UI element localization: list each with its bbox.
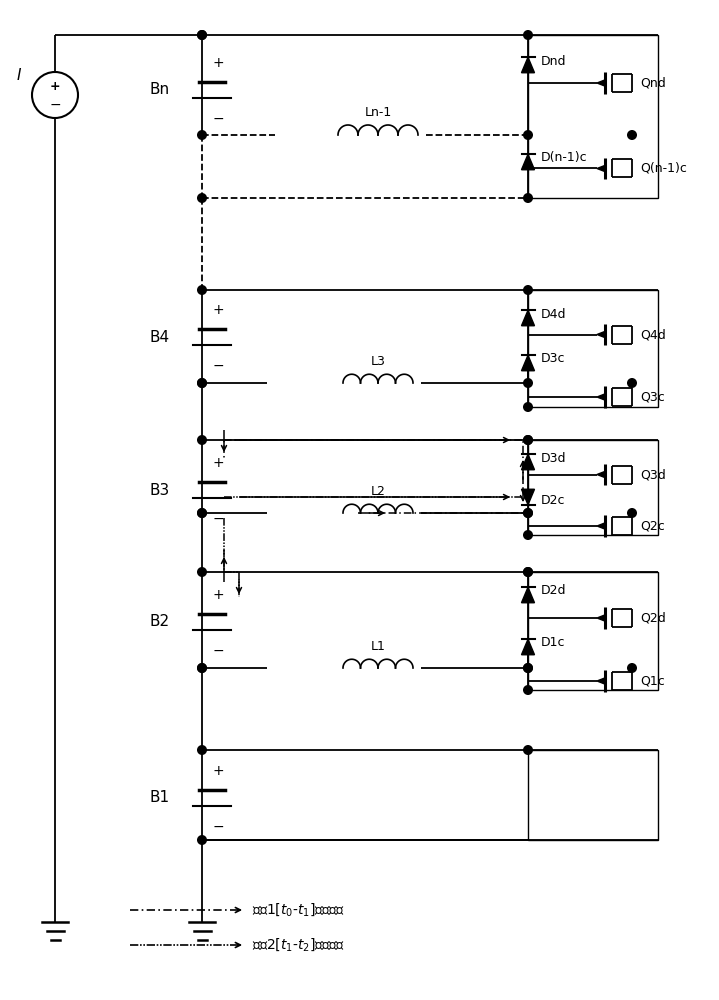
Circle shape xyxy=(198,664,206,672)
Polygon shape xyxy=(521,639,534,655)
Circle shape xyxy=(523,379,532,387)
Text: D(n-1)c: D(n-1)c xyxy=(541,151,587,164)
Circle shape xyxy=(198,436,206,444)
Text: B4: B4 xyxy=(150,330,170,344)
Polygon shape xyxy=(597,678,606,684)
Polygon shape xyxy=(521,454,534,470)
Text: Dnd: Dnd xyxy=(541,55,567,68)
Text: −: − xyxy=(212,820,224,834)
Text: B3: B3 xyxy=(150,483,170,498)
Polygon shape xyxy=(597,331,606,338)
Circle shape xyxy=(198,379,206,387)
Circle shape xyxy=(198,509,206,517)
Text: Qnd: Qnd xyxy=(640,77,666,90)
Circle shape xyxy=(523,131,532,139)
Circle shape xyxy=(523,531,532,539)
Text: Q2d: Q2d xyxy=(640,611,666,624)
Text: B1: B1 xyxy=(150,790,170,806)
Polygon shape xyxy=(521,587,534,603)
Circle shape xyxy=(198,509,206,517)
Text: +: + xyxy=(212,588,224,602)
Polygon shape xyxy=(597,80,606,87)
Text: D2d: D2d xyxy=(541,584,567,597)
Text: I: I xyxy=(17,68,22,83)
Circle shape xyxy=(523,568,532,576)
Polygon shape xyxy=(597,614,606,622)
Text: 阶段1[$t_0$-$t_1$]能量流向: 阶段1[$t_0$-$t_1$]能量流向 xyxy=(252,902,345,918)
Circle shape xyxy=(523,403,532,411)
Text: D1c: D1c xyxy=(541,637,566,650)
Text: L2: L2 xyxy=(370,485,385,498)
Text: D4d: D4d xyxy=(541,308,567,320)
Circle shape xyxy=(523,509,532,517)
Bar xyxy=(528,290,658,407)
Polygon shape xyxy=(597,522,606,530)
Circle shape xyxy=(198,746,206,754)
Polygon shape xyxy=(521,57,534,73)
Text: −: − xyxy=(49,98,61,112)
Text: Q3d: Q3d xyxy=(640,468,666,481)
Text: Ln-1: Ln-1 xyxy=(365,106,392,119)
Circle shape xyxy=(198,836,206,844)
Text: Q4d: Q4d xyxy=(640,328,666,341)
Bar xyxy=(528,750,658,840)
Bar xyxy=(528,572,658,690)
Text: Q(n-1)c: Q(n-1)c xyxy=(640,162,687,175)
Text: L1: L1 xyxy=(370,640,385,653)
Bar xyxy=(528,440,658,535)
Text: D2c: D2c xyxy=(541,494,566,508)
Circle shape xyxy=(523,664,532,672)
Text: 阶段2[$t_1$-$t_2$]能量流向: 阶段2[$t_1$-$t_2$]能量流向 xyxy=(252,937,345,953)
Text: +: + xyxy=(212,456,224,470)
Circle shape xyxy=(198,286,206,294)
Circle shape xyxy=(523,194,532,202)
Circle shape xyxy=(523,509,532,517)
Text: +: + xyxy=(212,303,224,317)
Polygon shape xyxy=(521,310,534,326)
Text: +: + xyxy=(212,56,224,70)
Polygon shape xyxy=(521,355,534,371)
Circle shape xyxy=(198,664,206,672)
Text: D3d: D3d xyxy=(541,452,567,464)
Circle shape xyxy=(628,131,636,139)
Circle shape xyxy=(628,379,636,387)
Bar xyxy=(528,35,658,198)
Polygon shape xyxy=(521,154,534,170)
Text: +: + xyxy=(212,764,224,778)
Circle shape xyxy=(198,31,206,39)
Circle shape xyxy=(198,131,206,139)
Text: −: − xyxy=(212,644,224,658)
Text: Bn: Bn xyxy=(150,83,170,98)
Circle shape xyxy=(628,509,636,517)
Circle shape xyxy=(523,568,532,576)
Text: Q2c: Q2c xyxy=(640,520,665,532)
Text: Q3c: Q3c xyxy=(640,390,665,403)
Polygon shape xyxy=(597,393,606,400)
Text: Q1c: Q1c xyxy=(640,674,665,688)
Text: +: + xyxy=(50,80,60,93)
Circle shape xyxy=(523,686,532,694)
Text: B2: B2 xyxy=(150,614,170,630)
Circle shape xyxy=(198,194,206,202)
Polygon shape xyxy=(521,489,534,505)
Text: D3c: D3c xyxy=(541,353,566,365)
Circle shape xyxy=(523,436,532,444)
Circle shape xyxy=(523,286,532,294)
Circle shape xyxy=(523,31,532,39)
Polygon shape xyxy=(597,471,606,478)
Polygon shape xyxy=(597,165,606,172)
Circle shape xyxy=(628,664,636,672)
Text: −: − xyxy=(212,512,224,526)
Text: −: − xyxy=(212,359,224,373)
Circle shape xyxy=(523,436,532,444)
Circle shape xyxy=(198,568,206,576)
Circle shape xyxy=(523,664,532,672)
Circle shape xyxy=(198,379,206,387)
Circle shape xyxy=(523,746,532,754)
Text: −: − xyxy=(212,112,224,126)
Circle shape xyxy=(198,31,206,39)
Text: L3: L3 xyxy=(370,355,385,368)
